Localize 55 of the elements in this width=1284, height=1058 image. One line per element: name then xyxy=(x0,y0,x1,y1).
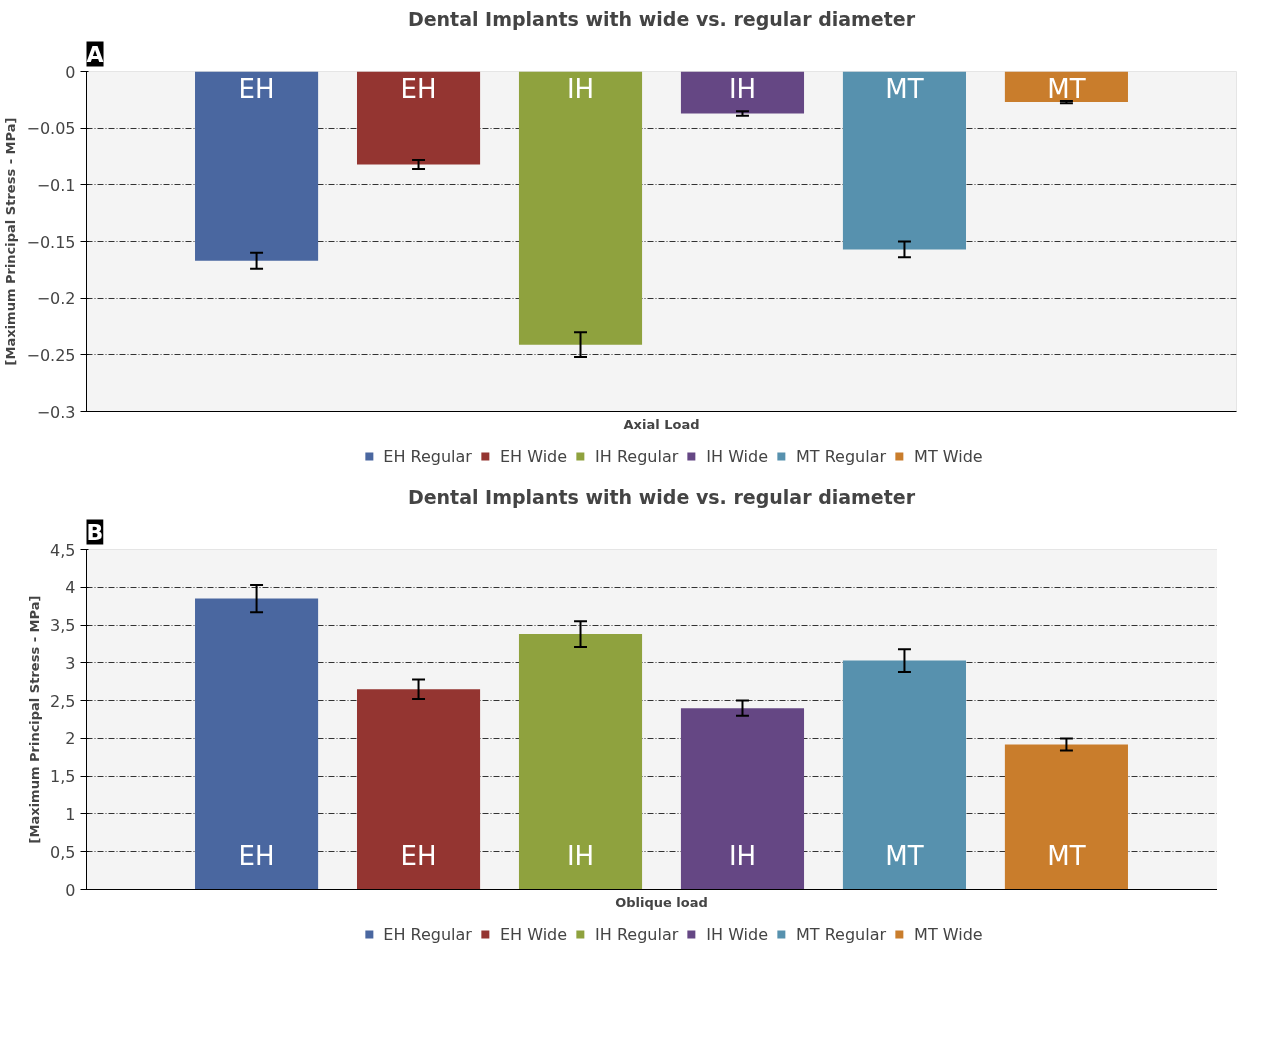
y-tick-label: 3,5 xyxy=(50,616,76,636)
annotation: EH xyxy=(400,840,437,871)
legend-label: IH Wide xyxy=(706,924,769,944)
legend-label: MT Regular xyxy=(796,924,887,944)
bar xyxy=(1004,744,1128,890)
y-tick-label: −0.15 xyxy=(26,232,76,252)
y-tick-label: 0 xyxy=(65,880,76,900)
bar xyxy=(195,598,319,890)
y-tick-label: 0,5 xyxy=(50,842,76,862)
bar xyxy=(842,660,967,890)
y-axis-title: [Maximum Principal Stress - MPa] xyxy=(27,595,43,844)
legend-label: IH Regular xyxy=(595,446,679,466)
legend-label: MT Wide xyxy=(914,446,983,466)
annotation: MT xyxy=(1047,73,1086,104)
annotation: EH xyxy=(238,73,275,104)
chart-title: Dental Implants with wide vs. regular diameter xyxy=(407,485,916,508)
y-tick-label: 2 xyxy=(65,729,76,749)
y-tick-label: 4 xyxy=(65,578,76,598)
legend-label: EH Regular xyxy=(383,446,472,466)
y-tick-label: −0.2 xyxy=(36,289,76,309)
y-axis-title: [Maximum Principal Stress - MPa] xyxy=(3,117,19,366)
bar xyxy=(518,634,643,890)
y-tick-label: −0.1 xyxy=(36,175,76,195)
annotation: IH xyxy=(566,840,595,871)
y-tick-label: 1,5 xyxy=(50,767,76,787)
legend-label: EH Wide xyxy=(499,446,568,466)
y-tick-label: −0.3 xyxy=(36,402,76,422)
annotation: MT xyxy=(885,840,924,871)
x-axis-title: Oblique load xyxy=(615,894,708,910)
chart-title: Dental Implants with wide vs. regular diameter xyxy=(407,7,916,30)
x-axis-title: Axial Load xyxy=(623,416,700,432)
legend-label: MT Regular xyxy=(796,446,887,466)
y-tick-label: −0.25 xyxy=(26,345,76,365)
y-tick-label: −0.05 xyxy=(26,119,76,139)
annotation: EH xyxy=(238,840,275,871)
legend-label: EH Wide xyxy=(499,924,568,944)
y-tick-label: 1 xyxy=(65,804,76,824)
annotation: IH xyxy=(566,73,595,104)
y-tick-label: 0 xyxy=(65,62,76,82)
y-tick-label: 2,5 xyxy=(50,691,76,711)
annotation: IH xyxy=(728,73,757,104)
legend-label: IH Wide xyxy=(706,446,769,466)
legend-label: IH Regular xyxy=(595,924,679,944)
bar xyxy=(356,689,481,890)
annotation: MT xyxy=(885,73,924,104)
y-tick-label: 4,5 xyxy=(50,540,76,560)
y-tick-label: 3 xyxy=(65,653,76,673)
text: A xyxy=(86,41,104,67)
text: B xyxy=(86,519,104,545)
legend-label: MT Wide xyxy=(914,924,983,944)
annotation: IH xyxy=(728,840,757,871)
legend-label: EH Regular xyxy=(383,924,472,944)
annotation: EH xyxy=(400,73,437,104)
bar xyxy=(680,708,805,890)
annotation: MT xyxy=(1047,840,1086,871)
